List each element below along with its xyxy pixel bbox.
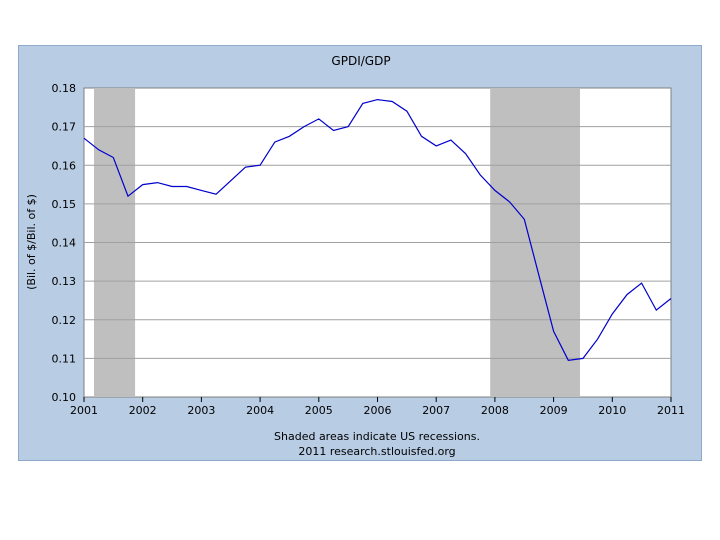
chart-svg: GPDI/GDP 0.100.110.120.130.140.150.160.1… bbox=[25, 54, 685, 458]
chart-frame: GPDI/GDP 0.10 0.11 0.12 0.13 0.14 0.15 0.16 0.1… bbox=[18, 45, 702, 461]
y-tick-label: 0.17 bbox=[52, 121, 77, 134]
x-tick-label: 2004 bbox=[246, 404, 274, 417]
x-tick-label: 2007 bbox=[422, 404, 450, 417]
y-tick-label: 0.10 bbox=[52, 391, 77, 404]
grid-lines bbox=[84, 126, 671, 359]
y-tick-label: 0.16 bbox=[52, 159, 77, 172]
x-tick-label: 2005 bbox=[305, 404, 333, 417]
series-layer bbox=[83, 98, 672, 361]
x-tick-label: 2009 bbox=[540, 404, 568, 417]
x-tick-label: 2006 bbox=[364, 404, 392, 417]
series-line-1 bbox=[83, 98, 672, 361]
x-tick-label: 2010 bbox=[598, 404, 626, 417]
y-tick-label: 0.13 bbox=[52, 275, 77, 288]
x-tick-label: 2011 bbox=[657, 404, 685, 417]
x-tick-label: 2008 bbox=[481, 404, 509, 417]
x-tick-label: 2001 bbox=[70, 404, 98, 417]
x-tick-label: 2002 bbox=[129, 404, 157, 417]
x-axis-ticks: 2001 2002 2003 2004 2005 2006 2007 2008 2009 2010… bbox=[70, 397, 685, 417]
recession-note: Shaded areas indicate US recessions. bbox=[274, 430, 480, 443]
y-tick-label: 0.14 bbox=[52, 237, 77, 250]
y-tick-label: 0.15 bbox=[52, 198, 77, 211]
source-note: 2011 research.stlouisfed.org bbox=[298, 445, 455, 458]
chart-title: GPDI/GDP bbox=[331, 54, 390, 68]
y-tick-label: 0.11 bbox=[52, 352, 77, 365]
y-tick-label: 0.18 bbox=[52, 82, 77, 95]
y-tick-label: 0.12 bbox=[52, 314, 77, 327]
y-axis-ticks: 0.10 0.11 0.12 0.13 0.14 0.15 0.16 0.17 0.18 bbox=[52, 82, 77, 404]
y-axis-label: (Bil. of $/Bil. of $) bbox=[25, 194, 38, 290]
x-tick-label: 2003 bbox=[187, 404, 215, 417]
